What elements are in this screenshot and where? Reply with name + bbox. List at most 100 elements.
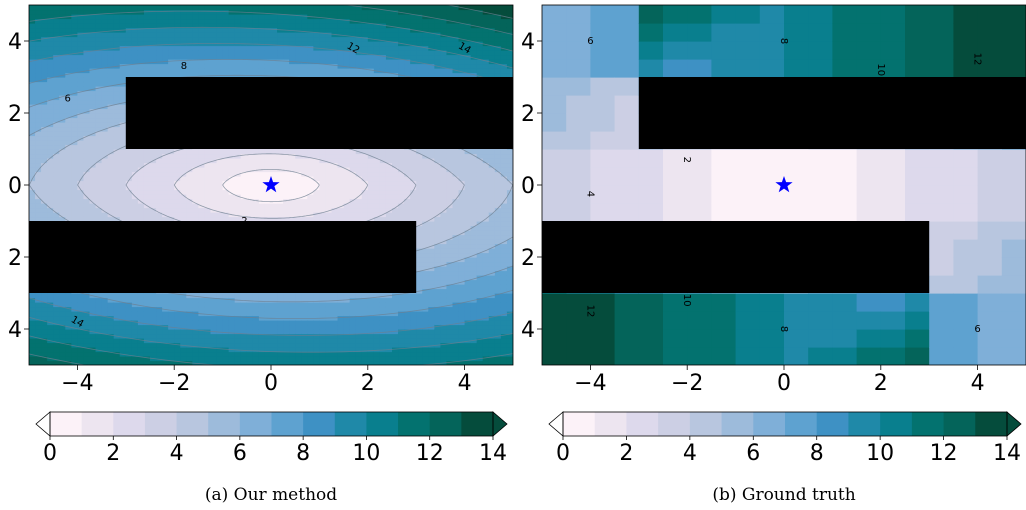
field-cell <box>240 302 248 308</box>
field-cell <box>162 68 169 74</box>
field-cell <box>156 36 163 42</box>
field-cell <box>392 72 399 78</box>
field-cell <box>41 324 48 330</box>
field-cell <box>143 23 151 29</box>
field-cell <box>150 342 157 348</box>
field-cell <box>113 360 121 365</box>
field-cell <box>29 81 36 87</box>
field-cell <box>71 41 78 47</box>
field-cell <box>35 9 42 15</box>
field-cell <box>143 216 151 222</box>
field-cell <box>246 59 254 65</box>
field-cell <box>349 356 357 362</box>
field-cell <box>234 54 242 60</box>
field-cell <box>361 72 369 78</box>
field-cell <box>361 41 369 47</box>
field-cell <box>295 54 302 60</box>
field-cell <box>289 171 296 177</box>
field-cell <box>107 81 115 87</box>
field-cell <box>216 302 224 308</box>
field-cell <box>343 36 351 42</box>
field-cell <box>125 351 133 357</box>
field-cell <box>295 194 302 200</box>
field-cell <box>258 351 266 357</box>
field-cell <box>210 59 218 65</box>
field-cell <box>307 198 314 204</box>
field-cell <box>89 54 97 60</box>
field-cell <box>186 23 193 29</box>
field-cell <box>246 351 254 357</box>
field-cell <box>156 32 163 38</box>
field-cell <box>53 194 60 200</box>
field-cell <box>150 212 157 218</box>
field-cell <box>59 50 66 56</box>
field-cell <box>107 207 115 213</box>
field-cell <box>404 306 411 312</box>
field-cell <box>101 50 109 56</box>
field-cell <box>101 324 109 330</box>
field-cell <box>210 212 218 218</box>
field-cell <box>210 333 218 339</box>
field-cell <box>192 50 199 56</box>
field-cell <box>95 63 103 69</box>
field-cell <box>216 342 224 348</box>
field-cell <box>228 180 236 186</box>
field-cell <box>373 356 381 362</box>
field-cell <box>186 36 193 42</box>
field-cell <box>59 27 66 33</box>
field-cell <box>307 302 314 308</box>
field-cell <box>379 50 387 56</box>
field-cell <box>71 117 78 123</box>
field-cell <box>71 216 78 222</box>
field-cell <box>131 50 139 56</box>
field-cell <box>337 302 345 308</box>
field-cell <box>53 108 60 114</box>
field-cell <box>47 90 54 96</box>
field-cell <box>59 59 66 65</box>
field-cell <box>216 72 224 78</box>
field-cell <box>95 144 103 150</box>
field-cell <box>156 167 163 173</box>
field-cell <box>289 180 296 186</box>
field-cell <box>295 9 302 15</box>
field-cell <box>180 180 187 186</box>
field-cell <box>180 320 187 326</box>
field-cell <box>150 194 157 200</box>
field-cell <box>283 153 290 159</box>
field-cell <box>125 216 133 222</box>
field-cell <box>222 180 230 186</box>
field-cell <box>216 207 224 213</box>
field-cell <box>29 36 36 42</box>
field-cell <box>198 63 206 69</box>
field-cell <box>228 320 236 326</box>
field-cell <box>343 356 351 362</box>
field-cell <box>137 72 145 78</box>
field-cell <box>77 315 85 321</box>
field-cell <box>277 72 284 78</box>
field-cell <box>289 203 296 209</box>
field-cell <box>331 18 339 24</box>
field-cell <box>379 306 387 312</box>
field-cell <box>47 342 54 348</box>
field-cell <box>379 180 387 186</box>
field-cell <box>131 347 139 353</box>
field-cell <box>95 77 103 83</box>
field-cell <box>101 315 109 321</box>
field-cell <box>29 77 36 83</box>
field-cell <box>246 171 254 177</box>
field-cell <box>65 113 72 119</box>
field-cell <box>29 50 36 56</box>
field-cell <box>392 14 399 20</box>
field-cell <box>119 32 127 38</box>
field-cell <box>289 45 296 51</box>
field-cell <box>113 36 121 42</box>
field-cell <box>319 324 327 330</box>
field-cell <box>65 45 72 51</box>
field-cell <box>295 162 302 168</box>
field-cell <box>398 59 405 65</box>
field-cell <box>222 59 230 65</box>
field-cell <box>210 167 218 173</box>
field-cell <box>101 360 109 365</box>
field-cell <box>264 18 272 24</box>
field-cell <box>162 171 169 177</box>
